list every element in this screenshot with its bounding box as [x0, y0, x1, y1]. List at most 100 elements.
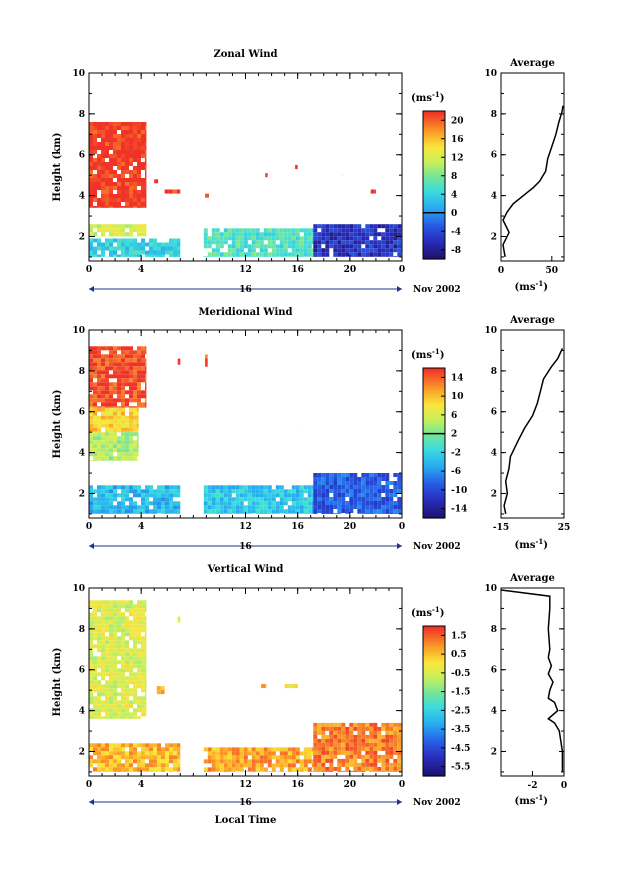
heatmap-cell — [177, 513, 181, 514]
heatmap-cell — [129, 250, 133, 255]
heatmap-cell — [259, 240, 264, 245]
heatmap-cell — [203, 497, 208, 502]
heatmap-cell — [397, 224, 402, 229]
heatmap-cell — [259, 513, 264, 514]
heatmap-cell — [227, 228, 232, 233]
heatmap-cell — [341, 722, 346, 727]
heatmap-cell — [157, 751, 161, 756]
heatmap-cell — [113, 608, 117, 613]
heatmap-cell — [145, 696, 147, 701]
heatmap-cell — [321, 473, 326, 477]
heatmap-cell — [145, 390, 147, 395]
heatmap-cell — [117, 346, 121, 351]
heatmap-cell — [125, 242, 129, 247]
heatmap-cell — [235, 489, 240, 494]
colorbar-swatch — [423, 182, 445, 186]
heatmap-cell — [113, 672, 117, 677]
heatmap-cell — [105, 505, 109, 510]
heatmap-cell — [295, 485, 300, 490]
heatmap-cell — [235, 256, 240, 257]
heatmap-cell — [89, 660, 93, 665]
heatmap-cell — [141, 206, 145, 208]
heatmap-cell — [157, 493, 161, 498]
heatmap-cell — [121, 366, 125, 371]
heatmap-cell — [389, 770, 394, 772]
x-tick-label: 20 — [344, 522, 357, 532]
heatmap-cell — [125, 415, 129, 420]
heatmap-cell — [349, 501, 354, 505]
heatmap-cell — [381, 232, 386, 237]
heatmap-cell — [321, 240, 326, 245]
heatmap-cell — [393, 766, 398, 771]
heatmap-cell — [157, 254, 161, 257]
heatmap-cell — [121, 138, 125, 142]
heatmap-cell — [93, 158, 97, 162]
heatmap-cell — [125, 680, 129, 685]
heatmap-cell — [255, 232, 260, 237]
heatmap-cell — [349, 244, 354, 249]
heatmap-cell — [125, 743, 129, 748]
heatmap-cell — [121, 431, 125, 433]
heatmap-cell — [125, 648, 129, 653]
heatmap-cell — [311, 489, 314, 494]
heatmap-cell — [89, 652, 93, 657]
colorbar-swatch — [423, 475, 445, 479]
heatmap-cell — [307, 501, 312, 506]
heatmap-cell — [267, 497, 272, 502]
heatmap-cell — [97, 672, 101, 677]
heatmap-cell — [255, 256, 260, 257]
heatmap-cell — [137, 398, 141, 403]
heatmap-cell — [341, 228, 346, 233]
heatmap-cell — [93, 620, 97, 625]
heatmap-cell — [157, 767, 161, 772]
heatmap-cell — [89, 493, 93, 498]
heatmap-cell — [329, 746, 334, 751]
heatmap-cell — [121, 406, 125, 408]
heatmap-cell — [113, 759, 117, 764]
heatmap-cell — [215, 501, 220, 506]
heatmap-cell — [207, 509, 212, 514]
heatmap-cell — [97, 415, 101, 420]
heatmap-cell — [145, 122, 147, 126]
heatmap-cell — [177, 362, 181, 365]
heatmap-cell — [101, 242, 105, 247]
colorbar-swatch — [423, 219, 445, 223]
heatmap-cell — [317, 497, 322, 501]
heatmap-cell — [113, 198, 117, 202]
heatmap-cell — [279, 232, 284, 237]
heatmap-cell — [165, 493, 169, 498]
colorbar-swatch — [423, 711, 445, 715]
heatmap-cell — [93, 394, 97, 399]
heatmap-cell — [137, 406, 141, 408]
heatmap-cell — [121, 178, 125, 182]
heatmap-cell — [145, 608, 147, 613]
heatmap-cell — [117, 166, 121, 170]
heatmap-cell — [165, 489, 169, 494]
heatmap-cell — [117, 628, 121, 633]
colorbar-swatch — [423, 222, 445, 226]
heatmap-cell — [89, 755, 93, 760]
heatmap-cell — [357, 481, 362, 485]
avg-unit-base: (ms — [515, 540, 536, 551]
heatmap-cell — [117, 616, 121, 621]
heatmap-cell — [349, 497, 354, 501]
heatmap-cell — [101, 456, 105, 461]
heatmap-cell — [263, 755, 268, 760]
heatmap-cell — [321, 224, 326, 229]
heatmap-cell — [353, 244, 358, 249]
heatmap-cell — [377, 473, 382, 477]
heatmap-cell — [89, 759, 93, 764]
heatmap-cell — [117, 755, 121, 760]
colorbar-swatch — [423, 415, 445, 419]
heatmap-cell — [117, 708, 121, 713]
heatmap-cell — [337, 513, 342, 514]
heatmap-cell — [109, 232, 113, 237]
heatmap-cell — [317, 766, 322, 771]
heatmap-cell — [101, 493, 105, 498]
heatmap-cell — [113, 692, 117, 697]
heatmap-cell — [117, 190, 121, 194]
heatmap-cell — [93, 198, 97, 202]
heatmap-cell — [267, 232, 272, 237]
heatmap-cell — [101, 386, 105, 391]
heatmap-cell — [357, 228, 362, 233]
